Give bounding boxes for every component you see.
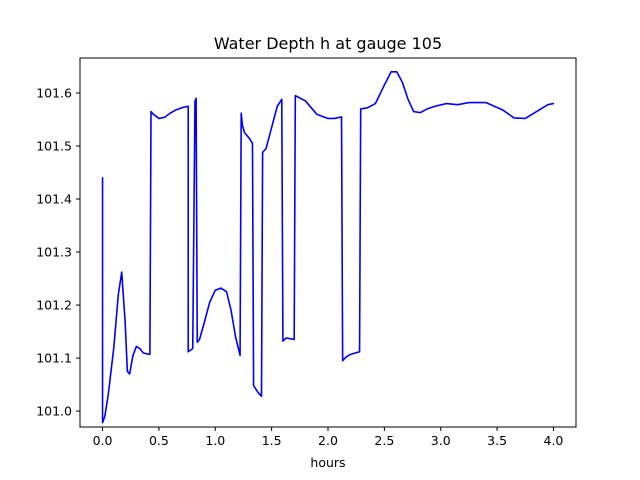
x-axis-label: hours (310, 455, 345, 470)
x-tick-label: 3.5 (487, 433, 507, 448)
axis-ticks: 0.0 0.5 1.0 1.5 2.0 2.5 3.0 3.5 4.0 101.0 101.1 101… (36, 85, 563, 448)
x-tick-label: 2.5 (374, 433, 394, 448)
chart-title: Water Depth h at gauge 105 (214, 34, 442, 53)
y-tick-label: 101.1 (36, 351, 72, 366)
x-tick-label: 0.5 (149, 433, 169, 448)
y-tick-label: 101.0 (36, 404, 72, 419)
x-tick-label: 1.0 (205, 433, 225, 448)
plot-frame (79, 57, 577, 428)
y-tick-label: 101.5 (36, 139, 72, 154)
x-tick-label: 1.5 (262, 433, 282, 448)
x-tick-label: 3.0 (431, 433, 451, 448)
y-tick-label: 101.2 (36, 298, 72, 313)
series-layer (101, 70, 555, 424)
x-tick-label: 4.0 (544, 433, 564, 448)
y-tick-label: 101.4 (36, 192, 72, 207)
x-tick-label: 0.0 (93, 433, 113, 448)
x-tick-label: 2.0 (318, 433, 338, 448)
y-tick-label: 101.3 (36, 245, 72, 260)
series-line (101, 70, 555, 424)
y-tick-label: 101.6 (36, 85, 72, 100)
